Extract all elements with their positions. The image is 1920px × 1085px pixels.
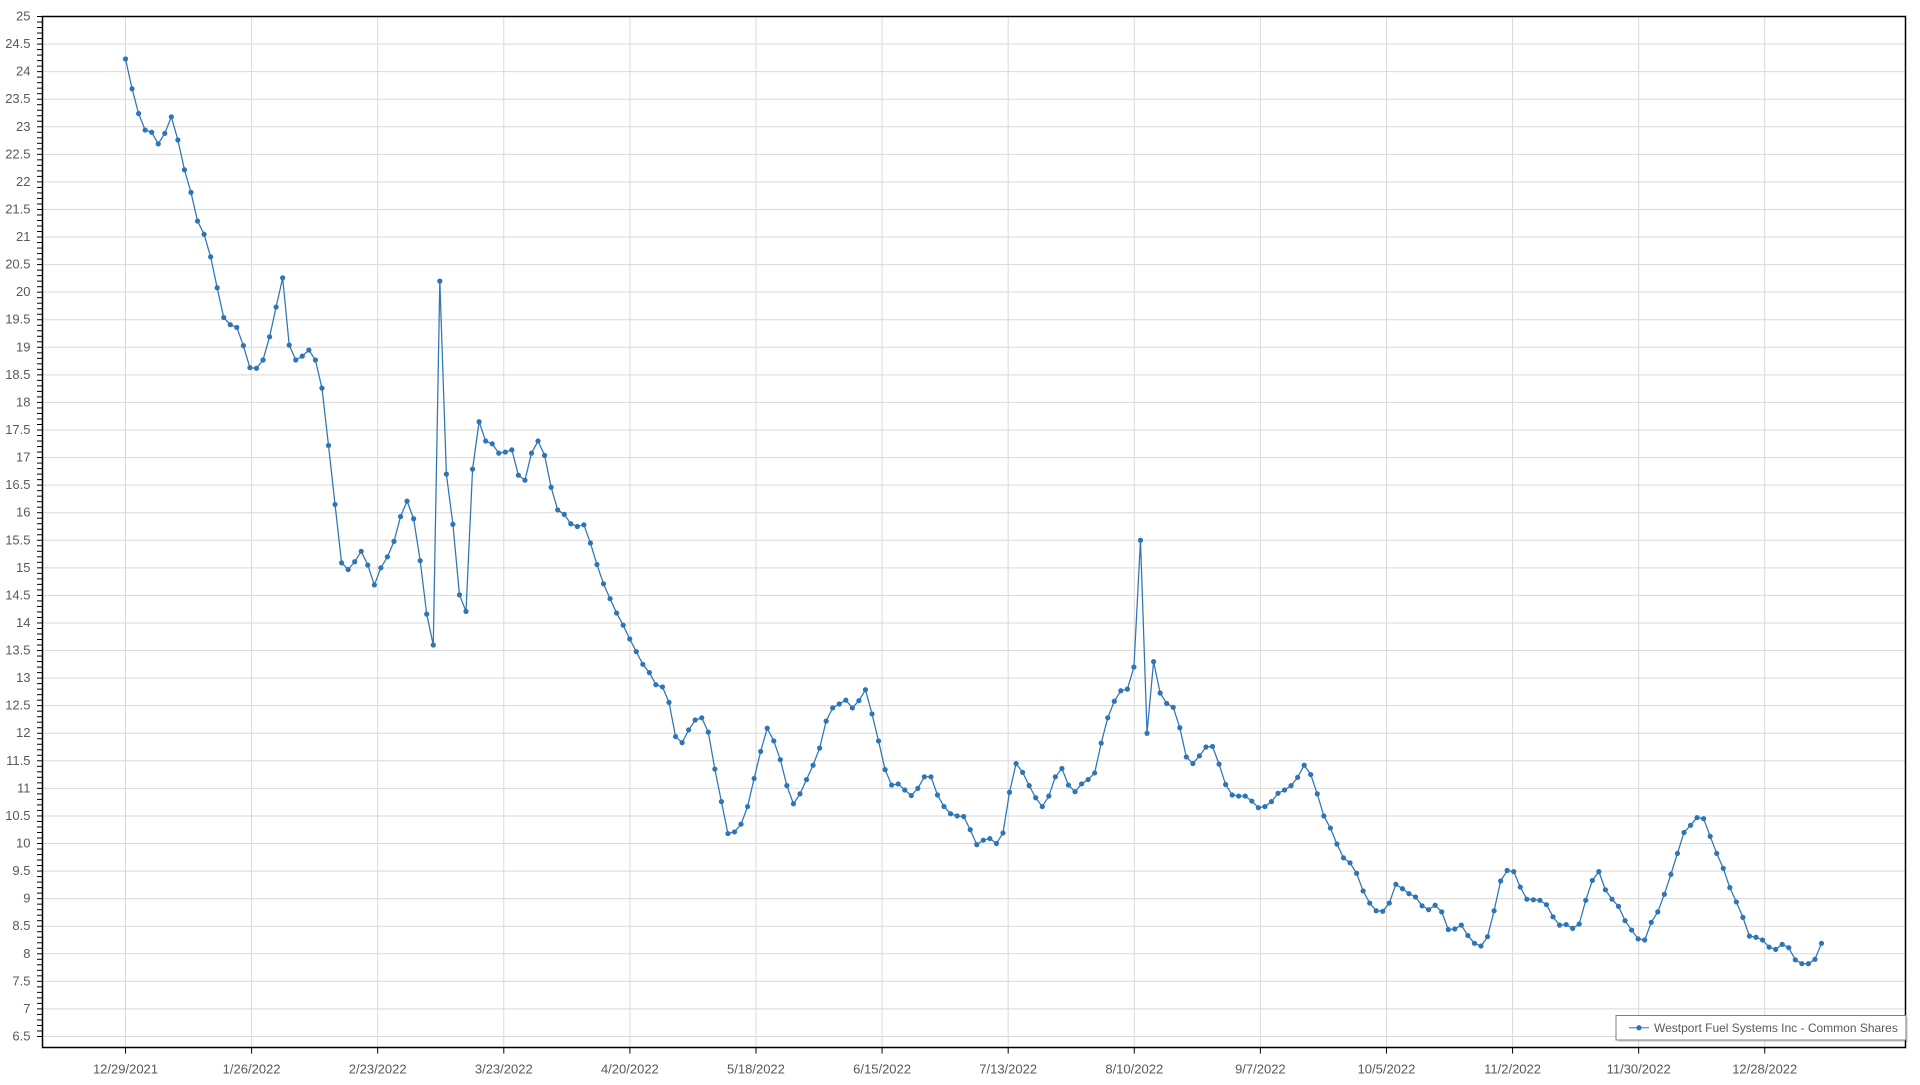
svg-text:17: 17 [16,450,30,465]
svg-text:12/29/2021: 12/29/2021 [93,1062,158,1077]
svg-text:3/23/2022: 3/23/2022 [475,1062,533,1077]
svg-text:6.5: 6.5 [12,1028,30,1043]
svg-text:20.5: 20.5 [5,257,30,272]
svg-text:Westport Fuel Systems Inc - Co: Westport Fuel Systems Inc - Common Share… [1654,1021,1898,1035]
svg-text:9: 9 [23,891,30,906]
svg-text:12.5: 12.5 [5,698,30,713]
svg-text:9.5: 9.5 [12,863,30,878]
svg-text:20: 20 [16,284,30,299]
svg-text:10/5/2022: 10/5/2022 [1358,1062,1416,1077]
svg-text:25: 25 [16,9,30,24]
svg-text:2/23/2022: 2/23/2022 [349,1062,407,1077]
svg-text:11.5: 11.5 [6,753,30,768]
svg-text:4/20/2022: 4/20/2022 [601,1062,659,1077]
svg-text:21.5: 21.5 [5,201,30,216]
svg-text:19: 19 [16,339,30,354]
svg-text:11/2/2022: 11/2/2022 [1484,1062,1541,1077]
svg-text:13.5: 13.5 [5,643,30,658]
svg-text:13: 13 [16,670,30,685]
svg-text:7: 7 [23,1001,30,1016]
svg-text:10: 10 [16,836,30,851]
svg-text:17.5: 17.5 [5,422,30,437]
svg-text:24.5: 24.5 [5,36,30,51]
svg-text:15.5: 15.5 [5,532,30,547]
svg-text:6/15/2022: 6/15/2022 [853,1062,911,1077]
svg-text:12: 12 [16,725,30,740]
svg-text:18: 18 [16,394,30,409]
svg-text:1/26/2022: 1/26/2022 [223,1062,281,1077]
svg-text:8/10/2022: 8/10/2022 [1105,1062,1163,1077]
svg-text:18.5: 18.5 [5,367,30,382]
svg-text:14: 14 [16,615,30,630]
svg-text:7/13/2022: 7/13/2022 [979,1062,1037,1077]
svg-text:16.5: 16.5 [5,477,30,492]
svg-text:19.5: 19.5 [5,312,30,327]
svg-text:22.5: 22.5 [5,146,30,161]
svg-text:23.5: 23.5 [5,91,30,106]
svg-text:9/7/2022: 9/7/2022 [1235,1062,1286,1077]
svg-text:14.5: 14.5 [5,587,30,602]
svg-text:22: 22 [16,174,30,189]
svg-text:12/28/2022: 12/28/2022 [1732,1062,1797,1077]
svg-text:11: 11 [17,780,31,795]
svg-text:8: 8 [23,946,30,961]
svg-text:16: 16 [16,505,30,520]
svg-text:10.5: 10.5 [5,808,30,823]
svg-text:11/30/2022: 11/30/2022 [1607,1062,1671,1077]
svg-text:23: 23 [16,119,30,134]
svg-text:21: 21 [16,229,30,244]
svg-text:5/18/2022: 5/18/2022 [727,1062,785,1077]
svg-text:15: 15 [16,560,30,575]
svg-text:7.5: 7.5 [12,973,30,988]
svg-text:8.5: 8.5 [12,918,30,933]
svg-text:24: 24 [16,64,30,79]
